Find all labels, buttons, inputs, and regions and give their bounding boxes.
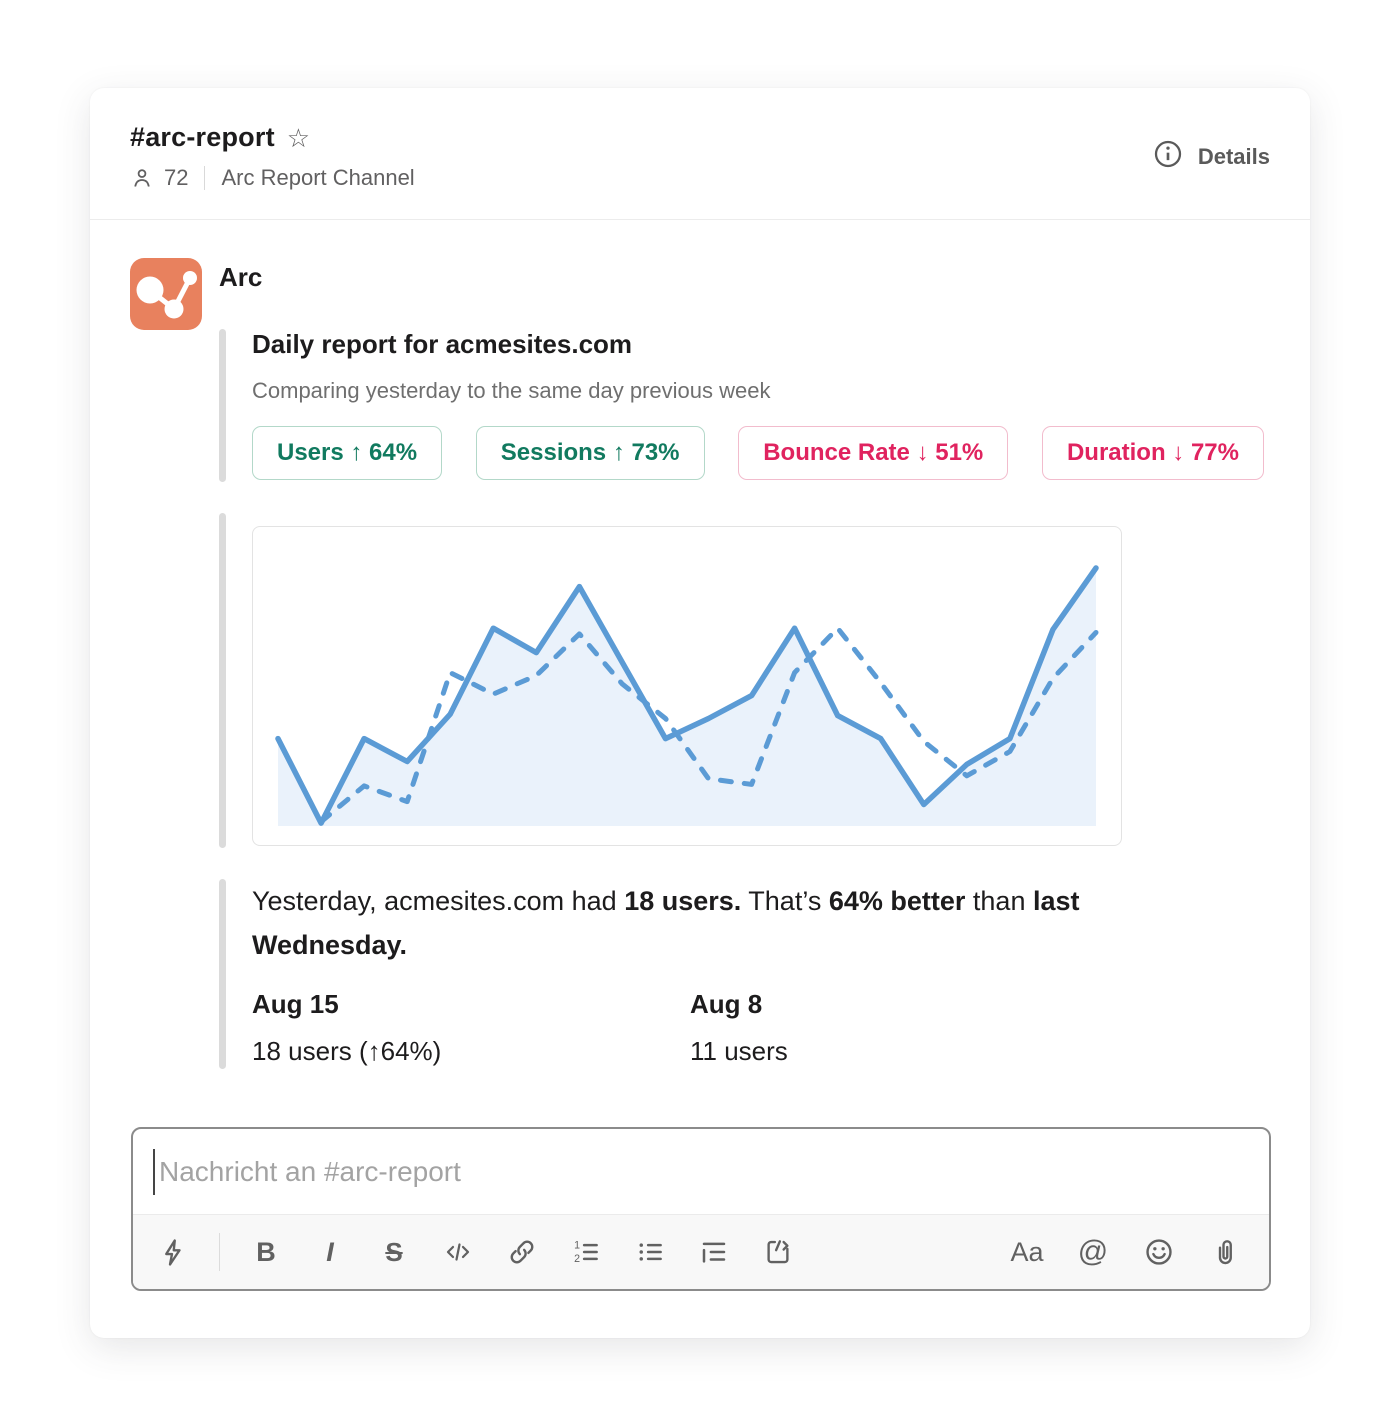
details-label: Details [1197,143,1270,169]
formatting-toolbar: B I S [133,1214,1269,1289]
italic-icon: I [326,1236,334,1267]
code-button[interactable] [438,1232,478,1272]
chart-line-current-week [275,565,1099,826]
toolbar-right-group: Aa @ [1007,1232,1245,1272]
mention-icon: @ [1077,1235,1109,1268]
attachment-section-summary: Yesterday, acmesites.com had 18 users. T… [219,877,1264,1071]
code-block-button[interactable] [758,1232,798,1272]
metric-badge-users: Users ↑ 64% [252,426,443,480]
channel-title: #arc-report [130,122,275,152]
comparison-columns: Aug 15 18 users (↑64%) Aug 8 11 users [252,989,1264,1067]
text-caret [153,1148,155,1195]
report-title: Daily report for acmesites.com [252,329,633,359]
ordered-list-button[interactable]: 1 2 [566,1232,606,1272]
bold-button[interactable]: B [246,1232,286,1272]
members-icon [130,166,154,190]
sender-name[interactable]: Arc [219,262,263,292]
arc-logo-icon [130,256,202,333]
toolbar-divider [219,1233,220,1271]
italic-button[interactable]: I [310,1232,350,1272]
link-button[interactable] [502,1232,542,1272]
column-value: 18 users (↑64%) [252,1036,442,1066]
message-input[interactable]: Nachricht an #arc-report [133,1129,1269,1214]
details-button[interactable]: Details [1152,138,1270,176]
blockquote-icon [699,1237,729,1267]
bold-icon: B [256,1236,276,1267]
attachment-section-chart [219,511,1264,850]
chart-area-fill [278,568,1096,826]
bot-message: Arc Daily report for acmesites.com Compa… [90,220,1310,1098]
blockquote-button[interactable] [694,1232,734,1272]
svg-text:2: 2 [574,1253,580,1265]
shortcuts-lightning-icon[interactable] [153,1232,193,1272]
channel-topic[interactable]: Arc Report Channel [221,165,415,190]
column-value: 11 users [690,1036,788,1066]
code-icon [443,1237,473,1267]
report-chart-svg [275,565,1099,826]
input-placeholder: Nachricht an #arc-report [159,1155,461,1187]
comparison-column-1: Aug 15 18 users (↑64%) [252,989,690,1067]
report-chart-card [252,526,1122,846]
column-date: Aug 15 [252,989,339,1019]
bulleted-list-icon [635,1237,665,1267]
metric-badge-bounce-rate: Bounce Rate ↓ 51% [738,426,1009,480]
ordered-list-icon: 1 2 [571,1237,601,1267]
link-icon [507,1237,537,1267]
emoji-button[interactable] [1139,1232,1179,1272]
channel-header: #arc-report ☆ 72 Arc Report Channel [90,88,1310,220]
emoji-icon [1143,1236,1175,1268]
members-count[interactable]: 72 [164,165,189,190]
message-composer: Nachricht an #arc-report B I [131,1127,1271,1291]
bulleted-list-button[interactable] [630,1232,670,1272]
toolbar-left-group: B I S [153,1232,798,1272]
metric-badge-sessions: Sessions ↑ 73% [475,426,705,480]
header-divider [204,166,206,190]
strikethrough-icon: S [385,1236,403,1267]
strikethrough-button[interactable]: S [374,1232,414,1272]
paperclip-icon [1210,1237,1240,1267]
channel-window: #arc-report ☆ 72 Arc Report Channel [90,88,1310,1338]
column-date: Aug 8 [690,989,763,1019]
metric-badges: Users ↑ 64% Sessions ↑ 73% Bounce Rate ↓ 5… [252,426,1264,480]
chart-line-previous-week [318,625,1099,825]
mention-button[interactable]: @ [1073,1232,1113,1272]
metric-badge-duration: Duration ↓ 77% [1041,426,1264,480]
attach-paperclip-button[interactable] [1205,1232,1245,1272]
summary-text: Yesterday, acmesites.com had 18 users. T… [252,886,1080,960]
info-icon [1152,138,1184,176]
code-block-icon [763,1237,793,1267]
arc-app-avatar[interactable] [130,258,202,330]
text-format-icon: Aa [1010,1236,1044,1267]
report-subtitle: Comparing yesterday to the same day prev… [252,378,771,403]
svg-text:1: 1 [574,1239,580,1251]
star-icon[interactable]: ☆ [286,122,311,153]
comparison-column-2: Aug 8 11 users [690,989,1128,1067]
channel-header-left: #arc-report ☆ 72 Arc Report Channel [130,122,415,191]
attachment-section-report: Daily report for acmesites.com Comparing… [219,327,1264,484]
text-format-button[interactable]: Aa [1007,1232,1047,1272]
